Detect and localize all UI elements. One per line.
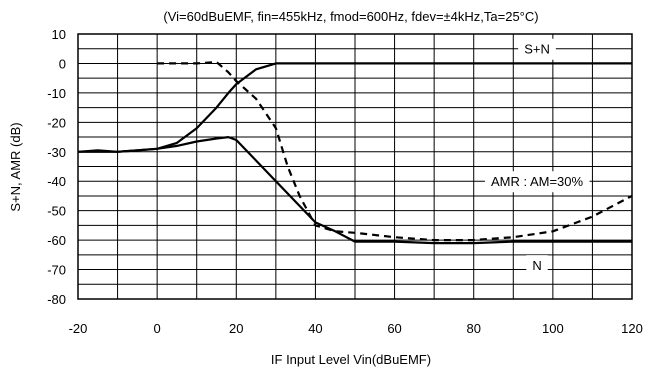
tick-labels: -20 0 20 40 60 80 100 120100-10-20-30-40-50-60-… — [47, 27, 643, 336]
annotation-background — [526, 255, 548, 277]
x-tick-label: 60 — [387, 321, 401, 336]
y-tick-label: -70 — [47, 263, 66, 278]
series-lines — [77, 60, 633, 245]
plot-frame — [77, 33, 633, 300]
annotation-background — [484, 171, 590, 193]
annotation-label: N — [532, 258, 541, 273]
y-tick-label: -50 — [47, 204, 66, 219]
annotation-backgrounds — [484, 38, 590, 277]
annotation-label: AMR : AM=30% — [491, 174, 584, 189]
annotation-background — [518, 38, 556, 60]
series-line-n — [78, 136, 632, 245]
annotations: S+N AMR : AM=30% N — [491, 42, 584, 273]
plot-border — [77, 33, 633, 300]
annotation-label: S+N — [524, 42, 550, 57]
y-tick-label: -30 — [47, 145, 66, 160]
y-tick-label: -40 — [47, 174, 66, 189]
chart-title: (Vi=60dBuEMF, fin=455kHz, fmod=600Hz, fd… — [163, 9, 538, 24]
x-axis-title: IF Input Level Vin(dBuEMF) — [271, 352, 431, 367]
x-tick-label: 100 — [542, 321, 564, 336]
y-tick-label: -60 — [47, 233, 66, 248]
y-tick-label: -20 — [47, 115, 66, 130]
y-tick-label: -10 — [47, 86, 66, 101]
grid — [77, 33, 633, 300]
x-tick-label: 120 — [621, 321, 643, 336]
x-tick-label: 40 — [308, 321, 322, 336]
x-tick-label: 80 — [466, 321, 480, 336]
x-tick-label: -20 — [69, 321, 88, 336]
x-tick-label: 0 — [154, 321, 161, 336]
y-axis-title: S+N, AMR (dB) — [8, 122, 23, 211]
x-tick-label: 20 — [229, 321, 243, 336]
y-tick-label: -80 — [47, 292, 66, 307]
y-tick-label: 10 — [52, 27, 66, 42]
y-tick-label: 0 — [59, 56, 66, 71]
series-line-amr — [157, 60, 633, 242]
